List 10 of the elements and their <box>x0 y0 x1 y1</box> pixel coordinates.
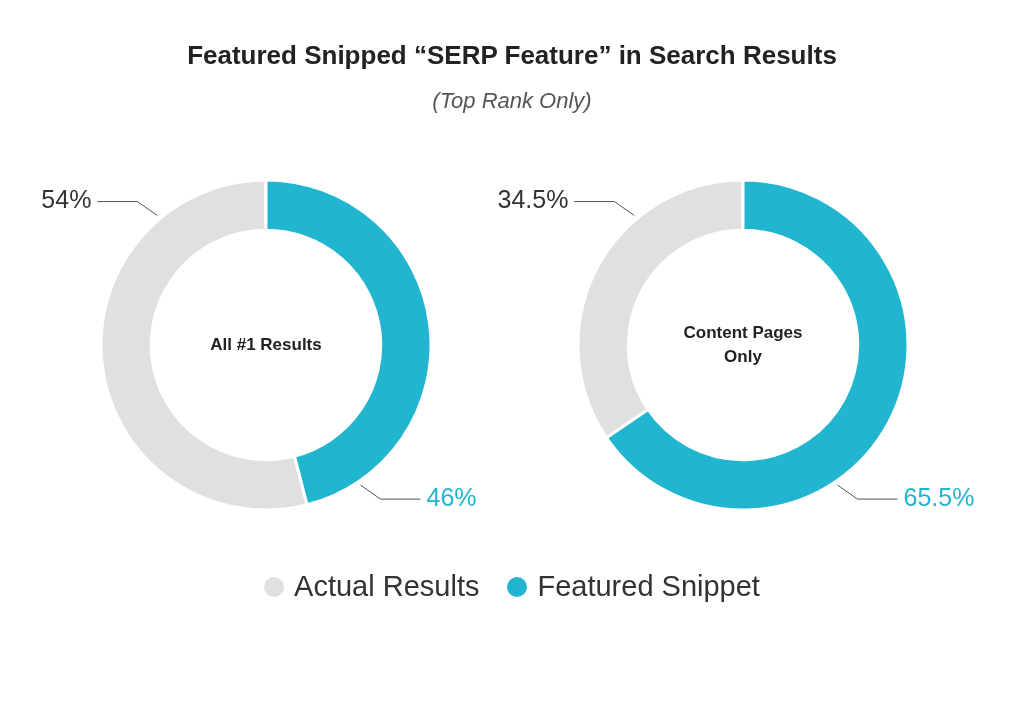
text: Content Pages Only <box>683 322 803 366</box>
legend-label: Actual Results <box>294 570 480 603</box>
data-label: 46% <box>426 483 477 511</box>
data-label: 34.5% <box>497 185 569 214</box>
text: All #1 Results <box>210 334 322 354</box>
data-label: 54% <box>41 185 92 214</box>
data-label: 65.5% <box>903 483 975 511</box>
chart-subtitle: (Top Rank Only) <box>431 88 593 114</box>
legend-label: Featured Snippet <box>537 570 760 603</box>
chart-title: Featured Snipped “SERP Feature” in Search Results <box>186 40 838 71</box>
